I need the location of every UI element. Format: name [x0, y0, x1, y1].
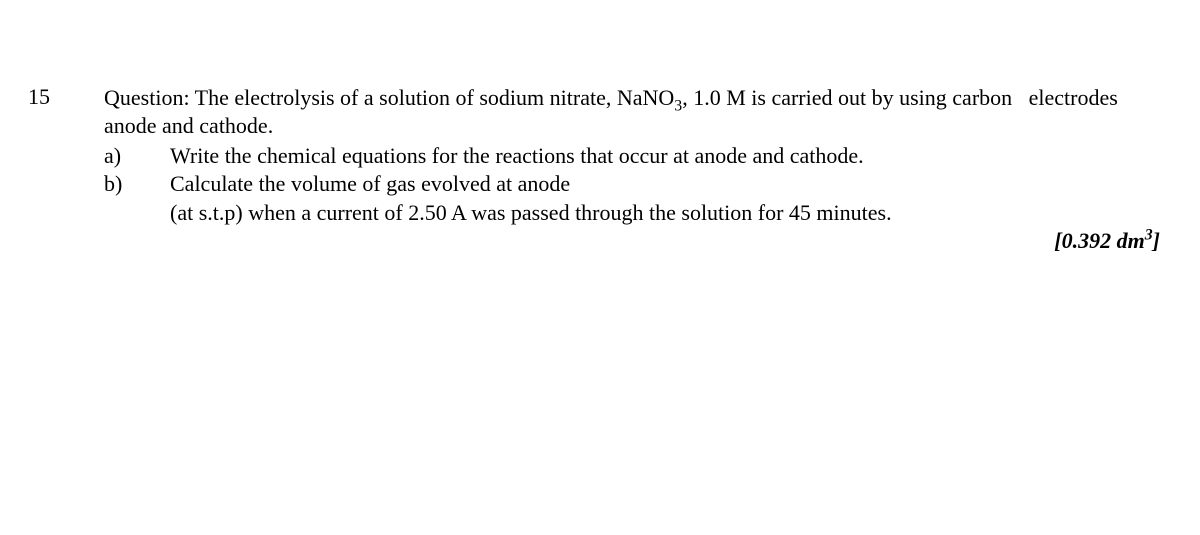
question-content: Question: The electrolysis of a solution…	[104, 84, 1164, 255]
answer-suffix: ]	[1153, 228, 1160, 253]
page-container: 15 Question: The electrolysis of a solut…	[0, 0, 1200, 255]
subpart-b-label: b)	[104, 170, 170, 198]
question-subscript: 3	[674, 97, 682, 114]
question-prefix: Question:	[104, 85, 195, 110]
answer-superscript: 3	[1145, 226, 1153, 243]
question-text: Question: The electrolysis of a solution…	[104, 84, 1164, 140]
subpart-b-line1: Calculate the volume of gas evolved at a…	[170, 170, 1164, 198]
question-text-part1: The electrolysis of a solution of sodium…	[195, 85, 675, 110]
question-row: 15 Question: The electrolysis of a solut…	[28, 84, 1164, 255]
answer-prefix: [0.392 dm	[1054, 228, 1144, 253]
subpart-a-label: a)	[104, 142, 170, 170]
subpart-a: a) Write the chemical equations for the …	[104, 142, 1164, 170]
answer-line: [0.392 dm3]	[170, 227, 1164, 255]
subpart-b: b) Calculate the volume of gas evolved a…	[104, 170, 1164, 254]
subpart-a-text: Write the chemical equations for the rea…	[170, 142, 1164, 170]
subpart-b-line2: (at s.t.p) when a current of 2.50 A was …	[170, 199, 1164, 227]
question-number: 15	[28, 84, 104, 110]
subparts: a) Write the chemical equations for the …	[104, 142, 1164, 255]
subpart-b-text: Calculate the volume of gas evolved at a…	[170, 170, 1164, 254]
